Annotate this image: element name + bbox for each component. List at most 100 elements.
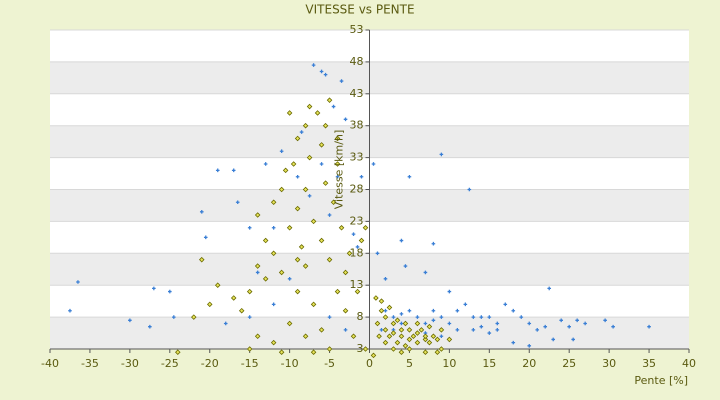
data-point — [327, 213, 332, 217]
data-point — [410, 333, 417, 340]
data-point — [647, 324, 651, 329]
data-point — [230, 295, 237, 301]
data-point — [148, 324, 152, 329]
data-point — [294, 256, 301, 263]
data-point — [286, 320, 293, 327]
data-point — [434, 349, 441, 355]
data-point — [423, 270, 428, 275]
data-point — [407, 308, 412, 313]
data-point — [286, 110, 293, 116]
data-point — [439, 334, 444, 339]
data-point — [479, 315, 484, 319]
data-point — [319, 69, 324, 74]
data-point — [431, 308, 436, 313]
data-point — [511, 308, 516, 313]
x-tick-label: -5 — [324, 357, 335, 370]
x-tick-label: -10 — [281, 357, 299, 370]
chart-title: VITESSE vs PENTE — [305, 3, 414, 17]
data-point — [203, 235, 208, 240]
data-point — [422, 336, 429, 343]
data-point — [175, 349, 181, 355]
data-point — [414, 339, 421, 346]
data-point — [311, 63, 316, 67]
x-tick-label: -35 — [81, 357, 99, 370]
data-point — [334, 161, 341, 167]
data-point — [399, 238, 404, 243]
data-point — [302, 122, 309, 129]
data-point — [471, 328, 476, 332]
x-tick-label: 5 — [406, 357, 413, 370]
data-point — [310, 349, 317, 355]
y-tick-label: 38 — [350, 119, 364, 132]
data-point — [307, 194, 312, 198]
x-tick-label: -30 — [121, 357, 139, 370]
data-point — [386, 304, 393, 311]
data-point — [394, 317, 401, 324]
data-point — [418, 327, 425, 333]
data-point — [382, 339, 389, 346]
data-point — [354, 288, 361, 295]
data-point — [358, 237, 365, 244]
data-point — [223, 321, 228, 326]
x-tick-label: 35 — [642, 357, 656, 370]
data-point — [318, 142, 325, 148]
data-point — [511, 340, 516, 345]
data-point — [382, 314, 389, 320]
data-point — [583, 321, 587, 326]
data-point — [247, 225, 252, 230]
data-point — [376, 333, 382, 340]
data-point — [319, 162, 324, 166]
data-point — [168, 289, 172, 294]
data-point — [326, 97, 333, 103]
data-point — [282, 167, 289, 174]
data-point — [383, 308, 388, 313]
data-point — [559, 318, 563, 323]
data-point — [503, 302, 508, 307]
data-point — [199, 210, 204, 214]
data-point — [414, 320, 421, 327]
data-point — [406, 346, 413, 352]
data-point — [314, 110, 321, 116]
data-point — [255, 270, 260, 275]
y-tick-label: 23 — [350, 214, 364, 227]
data-point — [326, 346, 333, 352]
data-point — [547, 286, 552, 291]
data-point — [338, 225, 345, 231]
x-tick-label: -15 — [241, 357, 259, 370]
data-point — [571, 337, 575, 342]
data-point — [463, 302, 468, 307]
data-point — [406, 327, 413, 333]
data-point — [231, 168, 236, 173]
data-point — [302, 186, 309, 193]
data-point — [422, 333, 429, 340]
y-tick-label: 53 — [350, 23, 364, 36]
data-point — [438, 346, 445, 352]
data-point — [350, 333, 357, 340]
data-point — [323, 72, 328, 77]
x-tick-label: -20 — [201, 357, 219, 370]
data-point — [414, 330, 421, 336]
data-point — [326, 256, 333, 263]
data-point — [271, 225, 276, 230]
data-point — [487, 331, 492, 335]
data-point — [262, 276, 269, 282]
data-point — [306, 103, 313, 110]
data-point — [407, 174, 412, 179]
data-point — [172, 315, 176, 319]
data-point — [322, 180, 329, 186]
data-point — [422, 349, 429, 355]
data-point — [551, 337, 556, 342]
data-point — [406, 336, 413, 343]
data-point — [355, 245, 360, 249]
y-tick-label: 28 — [350, 183, 364, 196]
data-point — [439, 315, 444, 319]
y-tick-label: 13 — [350, 278, 364, 291]
x-tick-label: 10 — [442, 357, 456, 370]
x-tick-label: -25 — [161, 357, 179, 370]
y-tick-label: 43 — [350, 87, 364, 100]
data-point — [431, 318, 436, 323]
data-point — [359, 174, 364, 179]
data-point — [390, 346, 397, 352]
data-point — [398, 349, 405, 355]
